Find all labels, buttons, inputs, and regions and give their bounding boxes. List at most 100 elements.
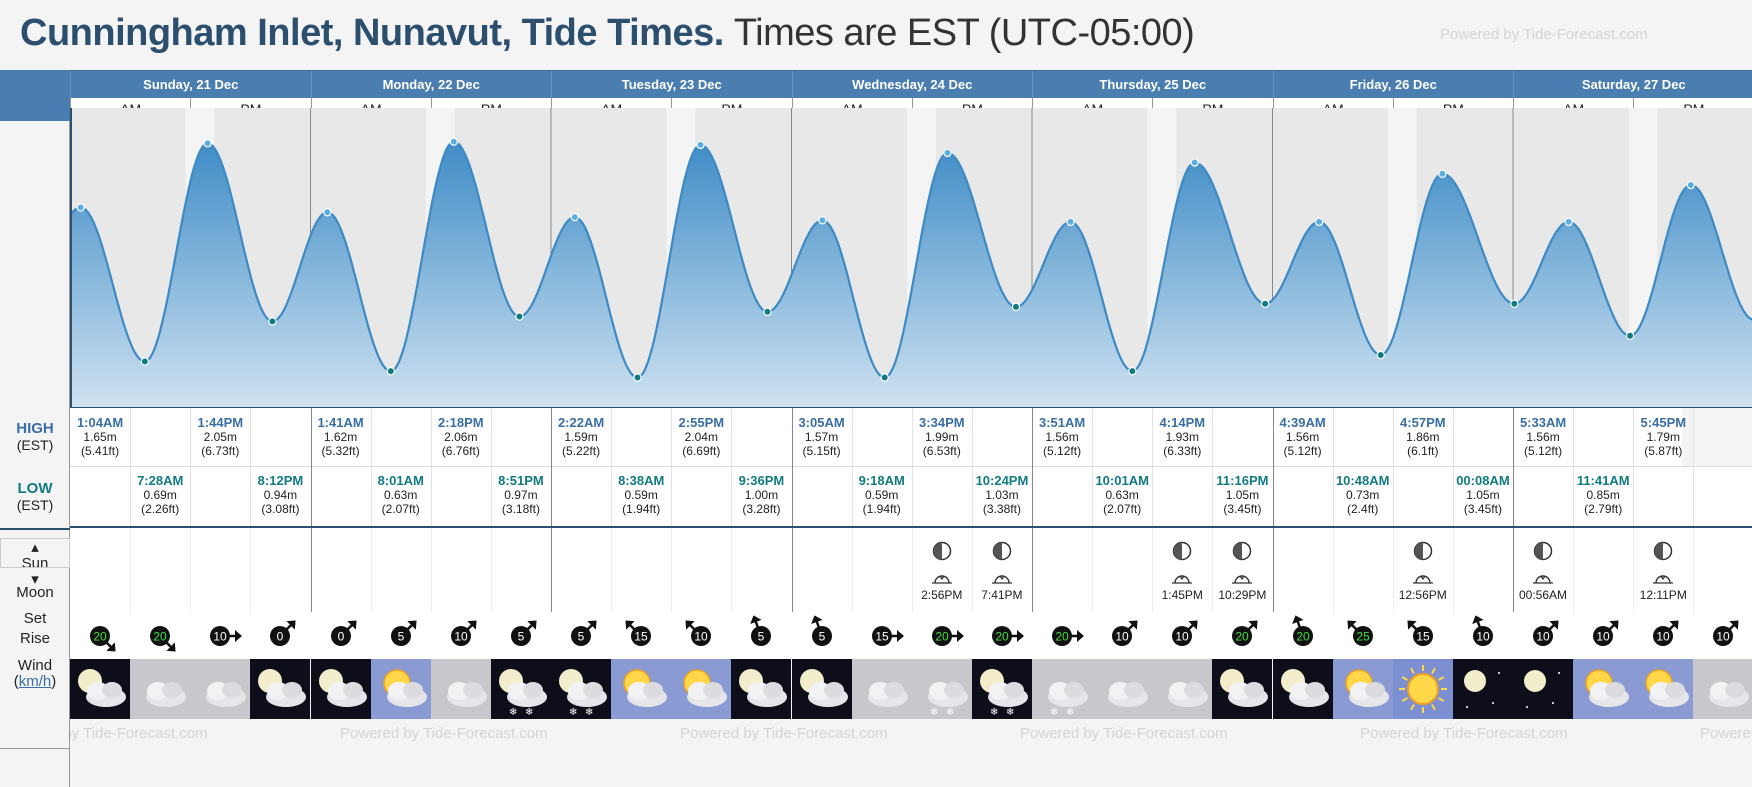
high-label: HIGH (EST) bbox=[0, 420, 70, 454]
hl-col-divider bbox=[1392, 408, 1394, 526]
moonset-cell: 12:56PM bbox=[1393, 540, 1453, 602]
day-header-6: Saturday, 27 Dec bbox=[1513, 71, 1752, 99]
powered-by-footer[interactable]: Powered by Tide-Forecast.com bbox=[1700, 725, 1752, 742]
weather-row: ❄ ❄ ❄ ❄ ❄ ❄ ❄ ❄ ❄ ❄ bbox=[70, 659, 1752, 719]
low-tide-point bbox=[880, 373, 889, 382]
wind-arrow-icon: 5 bbox=[390, 620, 417, 646]
sm-col-divider bbox=[1212, 528, 1214, 612]
wind-label: Wind (km/h) bbox=[13, 657, 57, 690]
tide-time: 11:16PM bbox=[1216, 473, 1269, 488]
tide-height-m: 1.03m bbox=[985, 488, 1019, 502]
wind-arrow-icon: 5 bbox=[510, 620, 537, 646]
low-tide-point bbox=[763, 307, 772, 316]
tide-time: 4:57PM bbox=[1400, 415, 1446, 430]
moon-phase-icon bbox=[1413, 541, 1432, 561]
svg-text:10: 10 bbox=[1536, 630, 1550, 644]
day-header-4: Thursday, 25 Dec bbox=[1032, 71, 1273, 99]
tide-time: 5:45PM bbox=[1640, 415, 1687, 430]
high-tide-point bbox=[570, 212, 579, 222]
tide-time: 3:34PM bbox=[919, 415, 965, 430]
wind-cell: 10 bbox=[1513, 612, 1573, 659]
row-labels-column: HIGH (EST) LOW (EST) ▴ Sun ▾ Moon Set Rise W… bbox=[0, 70, 70, 787]
moon-phase-icon bbox=[1533, 541, 1553, 561]
svg-text:10: 10 bbox=[1657, 630, 1671, 644]
high-tide-point bbox=[1564, 217, 1573, 227]
hl-col-divider bbox=[1573, 408, 1575, 526]
hl-col-divider bbox=[1332, 408, 1334, 526]
low-tide-cell: 11:16PM 1.05m (3.45ft) bbox=[1212, 473, 1272, 517]
low-row-bg bbox=[70, 466, 1752, 526]
svg-text:10: 10 bbox=[695, 630, 709, 644]
high-tide-point bbox=[449, 137, 458, 146]
low-tide-point bbox=[515, 312, 524, 321]
wind-arrow-icon: 20 bbox=[1291, 615, 1313, 646]
powered-by-footer[interactable]: Powered by Tide-Forecast.com bbox=[680, 725, 888, 742]
tide-height-m: 1.79m bbox=[1646, 430, 1680, 444]
cloud-day-icon bbox=[1092, 659, 1153, 719]
tide-time: 2:22AM bbox=[557, 415, 605, 430]
moonset-cell: 1:45PM bbox=[1152, 540, 1212, 602]
wind-cell: 10 bbox=[1092, 612, 1152, 659]
svg-text:10: 10 bbox=[1115, 630, 1129, 644]
powered-by-footer[interactable]: Powered by Tide-Forecast.com bbox=[340, 725, 548, 742]
night-cloud-icon bbox=[791, 659, 852, 719]
high-tide-point bbox=[76, 203, 85, 212]
powered-by-footer[interactable]: Powered by Tide-Forecast.com bbox=[70, 725, 208, 742]
wind-arrow-icon: 20 bbox=[1052, 626, 1084, 646]
wind-cell: 5 bbox=[551, 612, 611, 659]
moonset-icon bbox=[991, 575, 1012, 584]
tide-height-ft: (3.18ft) bbox=[501, 502, 540, 516]
wind-cell: 5 bbox=[491, 612, 551, 659]
high-tide-point bbox=[323, 208, 332, 217]
moonset-icon bbox=[931, 575, 952, 584]
svg-text:5: 5 bbox=[818, 630, 825, 644]
low-tide-point bbox=[268, 317, 277, 326]
wind-cell: 20 bbox=[1212, 612, 1272, 659]
svg-text:15: 15 bbox=[634, 630, 648, 644]
title-location: Cunningham Inlet, Nunavut, Tide Times. bbox=[20, 12, 724, 54]
low-tide-point bbox=[633, 373, 642, 382]
title-timezone: Times are EST (UTC-05:00) bbox=[733, 12, 1195, 54]
tide-height-ft: (3.38ft) bbox=[982, 502, 1021, 516]
sun-label-text: Sun bbox=[21, 555, 49, 572]
tide-time: 1:04AM bbox=[76, 415, 124, 430]
svg-text:5: 5 bbox=[518, 630, 525, 644]
wind-cell: 25 bbox=[1333, 612, 1393, 659]
cloud-day-icon bbox=[190, 659, 251, 719]
tide-height-ft: (6.1ft) bbox=[1407, 444, 1439, 458]
svg-text:❄: ❄ bbox=[1066, 707, 1074, 718]
powered-by-footer[interactable]: Powered by Tide-Forecast.com bbox=[1020, 725, 1228, 742]
tide-height-ft: (5.41ft) bbox=[81, 444, 120, 458]
tide-time: 3:05AM bbox=[798, 415, 845, 430]
tide-time: 1:41AM bbox=[317, 415, 364, 430]
wind-unit-link[interactable]: km/h bbox=[18, 673, 52, 690]
cloud-day-icon bbox=[1693, 659, 1752, 719]
powered-by-header[interactable]: Powered by Tide-Forecast.com bbox=[1440, 26, 1648, 43]
moonset-time: 12:11PM bbox=[1639, 588, 1687, 602]
tide-height-ft: (2.79ft) bbox=[1584, 502, 1623, 516]
high-tide-cell: 4:14PM 1.93m (6.33ft) bbox=[1152, 416, 1212, 459]
svg-text:10: 10 bbox=[1717, 630, 1731, 644]
wind-cell: 10 bbox=[190, 612, 250, 659]
cloud-snow-icon: ❄ ❄ bbox=[911, 659, 972, 719]
low-tide-point bbox=[1260, 299, 1270, 308]
day-header-0: Sunday, 21 Dec bbox=[70, 71, 311, 99]
moonset-time: 00:56AM bbox=[1518, 588, 1568, 602]
powered-by-footer[interactable]: Powered by Tide-Forecast.com bbox=[1360, 725, 1568, 742]
tide-height-ft: (5.15ft) bbox=[802, 444, 841, 458]
svg-text:20: 20 bbox=[935, 630, 949, 644]
high-tide-cell: 1:41AM 1.62m (5.32ft) bbox=[311, 415, 371, 459]
svg-text:20: 20 bbox=[1236, 630, 1250, 644]
high-tide-point bbox=[696, 140, 705, 150]
tide-height-m: 1.93m bbox=[1165, 430, 1199, 444]
hl-bottom-line bbox=[0, 526, 1752, 528]
tide-time: 3:51AM bbox=[1038, 415, 1086, 430]
wind-arrow-icon: 15 bbox=[1407, 620, 1433, 646]
hl-col-divider bbox=[1272, 408, 1274, 526]
svg-text:20: 20 bbox=[153, 630, 167, 644]
low-tide-point bbox=[1128, 366, 1137, 376]
title-bar: Cunningham Inlet, Nunavut, Tide Times. T… bbox=[0, 0, 1752, 70]
tide-height-ft: (3.45ft) bbox=[1223, 502, 1262, 516]
high-tide-cell: 1:44PM 2.05m (6.73ft) bbox=[190, 416, 250, 459]
low-tide-cell: 8:12PM 0.94m (3.08ft) bbox=[250, 474, 310, 517]
